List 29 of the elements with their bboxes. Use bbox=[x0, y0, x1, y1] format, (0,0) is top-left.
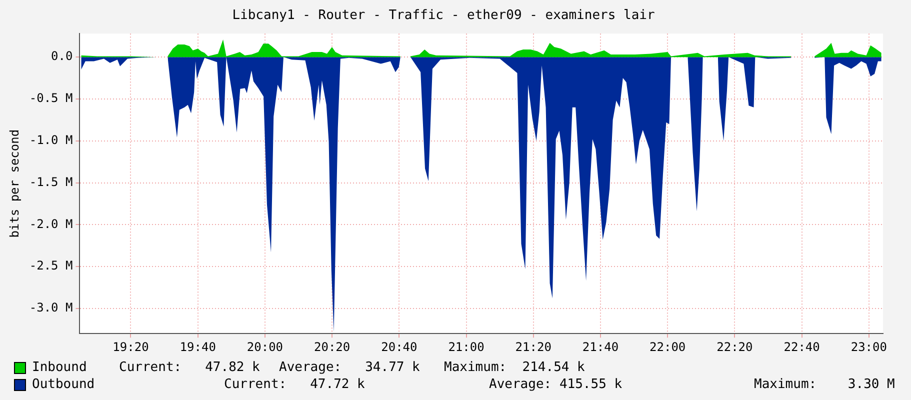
x-tick-label: 21:00 bbox=[448, 340, 484, 354]
x-tick-label: 21:20 bbox=[515, 340, 552, 354]
text: Current: 47.72 k bbox=[224, 377, 365, 392]
x-tick-label: 21:40 bbox=[582, 340, 619, 354]
text: Average: 415.55 k bbox=[489, 377, 622, 392]
text: Average: 34.77 k bbox=[279, 360, 420, 375]
y-tick-label: -2.5 M bbox=[29, 258, 73, 273]
legend-label: Inbound bbox=[32, 360, 87, 375]
x-tick-label: 22:20 bbox=[716, 340, 753, 354]
y-tick-label: -3.0 M bbox=[29, 300, 73, 315]
x-tick-label: 22:40 bbox=[784, 340, 820, 354]
text: Maximum: 3.30 M bbox=[754, 377, 895, 392]
y-tick-label: -1.5 M bbox=[29, 174, 73, 189]
y-tick-label: -0.5 M bbox=[29, 91, 73, 106]
x-tick-label: 20:40 bbox=[381, 340, 418, 354]
x-tick-label: 22:00 bbox=[650, 340, 686, 354]
chart-title: Libcany1 - Router - Traffic - ether09 - examiners lair bbox=[232, 8, 655, 24]
text: Maximum: 214.54 k bbox=[444, 360, 585, 375]
x-tick-label: 19:40 bbox=[180, 340, 216, 354]
text: Current: 47.82 k bbox=[119, 360, 260, 375]
legend-label: Outbound bbox=[32, 377, 95, 392]
x-tick-label: 20:00 bbox=[246, 340, 284, 354]
y-tick-label: -1.0 M bbox=[29, 132, 73, 147]
x-tick-label: 23:00 bbox=[850, 340, 887, 354]
y-tick-label: 0.0 bbox=[51, 49, 73, 64]
y-tick-label: -2.0 M bbox=[29, 216, 73, 231]
x-tick-label: 20:20 bbox=[314, 340, 350, 354]
y-axis-title: bits per second bbox=[7, 129, 22, 238]
x-tick-label: 19:20 bbox=[112, 340, 149, 354]
